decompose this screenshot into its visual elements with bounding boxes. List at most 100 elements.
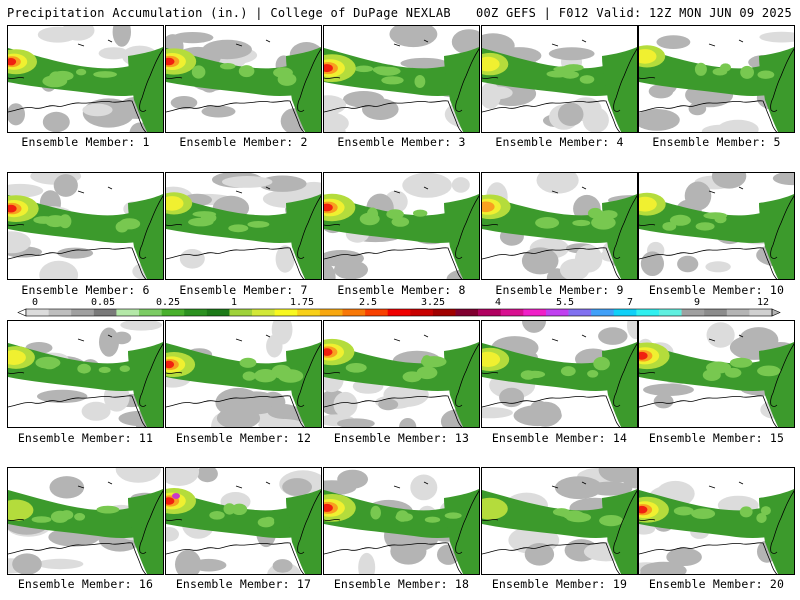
coastline [639,481,794,574]
colorbar-swatch [274,309,298,316]
ensemble-member-label: Ensemble Member: 12 [175,431,312,445]
colorbar [17,308,781,317]
colorbar-label: 2.5 [358,297,378,308]
precip-band [324,48,479,96]
precip-band [8,490,163,538]
colorbar-label: 7 [626,297,634,308]
precip-map [324,173,479,279]
heavy-precip-core [8,195,39,222]
moderate-precip-cores [345,355,447,383]
coastline [482,481,637,574]
precip-band [324,343,479,391]
colorbar-max-arrow [771,308,781,317]
florida-precip [444,47,479,132]
florida-precip [128,342,163,427]
heavy-precip-core [482,194,511,220]
moderate-precip-cores [33,214,141,233]
heavy-precip-core [8,499,34,521]
precip-map [166,173,321,279]
colorbar-swatch [681,309,705,316]
heavy-precip-core [324,338,355,366]
florida-precip [444,194,479,279]
colorbar-swatch [116,309,140,316]
colorbar-label: 3.25 [420,297,446,308]
coastline [482,334,637,427]
coastline [482,39,637,132]
ensemble-member-label: Ensemble Member: 19 [491,577,628,591]
precip-map [8,26,163,132]
precip-map [8,173,163,279]
florida-precip [444,342,479,427]
moderate-precip-cores [188,211,270,233]
ensemble-panel-4 [481,25,638,133]
florida-precip [128,194,163,279]
coastline [639,334,794,427]
colorbar-label: 1 [230,297,238,308]
colorbar-swatch [749,309,773,316]
precip-map [8,321,163,427]
colorbar-swatch [658,309,682,316]
florida-precip [128,489,163,574]
ensemble-panel-11 [7,320,164,428]
ensemble-panel-19 [481,467,638,575]
moderate-precip-cores [31,505,120,523]
heavy-precip-core [166,488,196,514]
florida-precip [128,47,163,132]
coastline [8,334,163,427]
precip-map [166,32,321,132]
ensemble-member-label: Ensemble Member: 2 [179,135,308,149]
ensemble-panel-7 [165,172,322,280]
moderate-precip-cores [694,62,775,79]
ensemble-member-label: Ensemble Member: 1 [21,135,150,149]
colorbar-swatch [591,309,615,316]
moderate-precip-cores [702,357,781,381]
heavy-precip-core [8,49,37,75]
precip-band [166,195,321,243]
ensemble-member-label: Ensemble Member: 3 [337,135,466,149]
florida-precip [286,342,321,427]
colorbar-swatch [478,309,502,316]
ensemble-member-label: Ensemble Member: 14 [491,431,628,445]
coastline [639,186,794,279]
precip-band [482,343,637,391]
colorbar-swatch [545,309,569,316]
colorbar-swatch [297,309,321,316]
moderate-precip-cores [520,356,610,380]
ensemble-panel-12 [165,320,322,428]
moderate-precip-cores [673,506,771,523]
coastline [639,39,794,132]
ensemble-member-label: Ensemble Member: 18 [333,577,470,591]
colorbar-swatch [365,309,388,316]
precip-map [639,480,794,574]
precip-map [482,321,637,427]
moderate-precip-cores [552,508,624,527]
ensemble-member-label: Ensemble Member: 17 [175,577,312,591]
colorbar-label: 9 [693,297,701,308]
heavy-precip-core [639,496,669,523]
heavy-precip-core [482,52,509,76]
precip-map [8,468,163,574]
colorbar-swatch [500,309,524,316]
florida-precip [759,194,794,279]
coastline [166,186,321,279]
colorbar-swatch [161,309,185,316]
florida-precip [286,47,321,132]
colorbar-swatch [387,309,411,316]
ensemble-panel-2 [165,25,322,133]
florida-precip [602,489,637,574]
ensemble-member-label: Ensemble Member: 9 [495,283,624,297]
ensemble-panel-17 [165,467,322,575]
colorbar-swatch [71,309,95,316]
colorbar-label: 0 [31,297,39,308]
colorbar-label: 5.5 [555,297,575,308]
precip-map [482,173,637,279]
colorbar-swatch [93,309,117,316]
precip-map [639,322,794,427]
colorbar-label: 4 [494,297,502,308]
ensemble-member-label: Ensemble Member: 13 [333,431,470,445]
moderate-precip-cores [191,63,297,86]
colorbar-swatch [523,309,547,316]
map-title: Precipitation Accumulation (in.) | Colle… [7,6,451,20]
precip-map [482,468,637,574]
ensemble-panel-3 [323,25,480,133]
